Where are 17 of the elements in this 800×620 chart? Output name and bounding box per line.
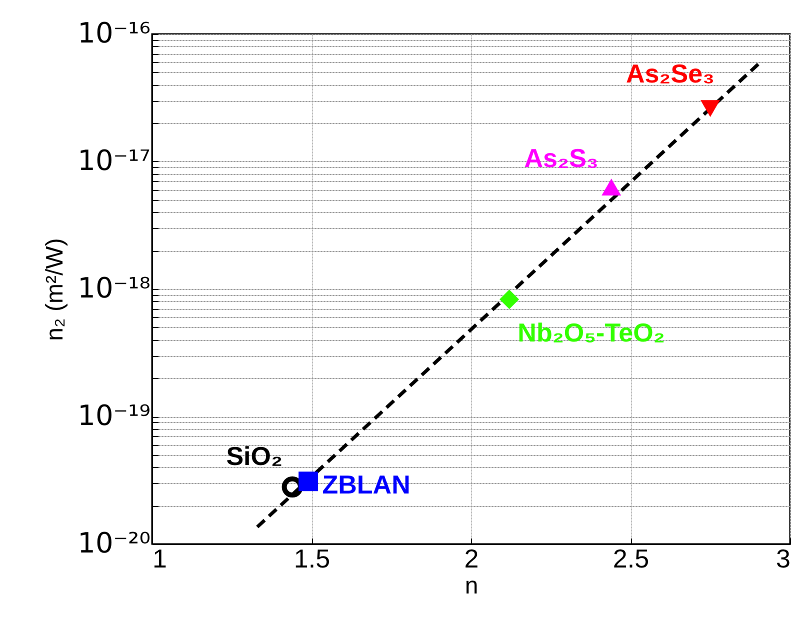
y-axis-title: n₂ (m²/W) (42, 238, 69, 341)
y-tick-label: 10⁻¹⁷ (78, 144, 150, 177)
x-tick-label: 3 (776, 544, 790, 574)
series-label: SiO₂ (226, 440, 283, 471)
y-tick-label: 10⁻¹⁹ (78, 399, 150, 432)
x-tick-label: 1 (152, 544, 167, 574)
x-tick-label: 2 (464, 544, 479, 574)
series-label: ZBLAN (322, 469, 410, 500)
series-label: As₂S₃ (524, 143, 598, 174)
series-label: As₂Se₃ (626, 58, 715, 89)
y-tick-label: 10⁻²⁰ (78, 526, 150, 560)
y-tick-label: 10⁻¹⁶ (78, 16, 150, 50)
series-label: Nb₂O₅-TeO₂ (518, 317, 665, 348)
x-axis-title: n (464, 572, 478, 600)
x-tick-label: 1.5 (294, 544, 330, 574)
x-tick-label: 2.5 (612, 544, 650, 574)
y-tick-label: 10⁻¹⁸ (78, 272, 150, 304)
